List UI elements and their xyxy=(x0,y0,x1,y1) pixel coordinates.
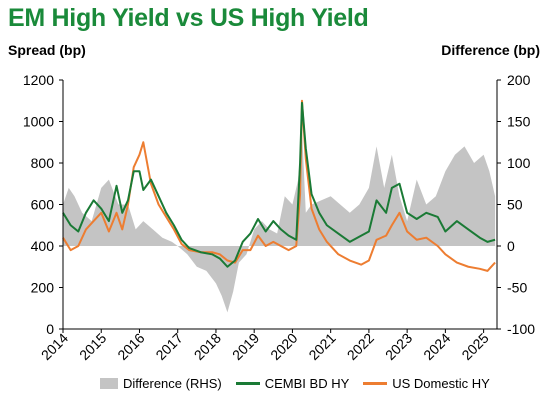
right-tick-label: 0 xyxy=(507,238,515,254)
right-tick-label: 150 xyxy=(507,114,531,130)
series-lines-group xyxy=(62,99,496,272)
legend-swatch-us xyxy=(363,382,388,385)
left-tick-label: 800 xyxy=(31,155,55,171)
left-axis-title: Spread (bp) xyxy=(8,42,86,58)
left-tick-label: 1000 xyxy=(23,114,54,130)
x-tick-label: 2020 xyxy=(267,330,300,363)
left-tick-label: 1200 xyxy=(23,72,54,88)
difference-area-group xyxy=(63,129,496,313)
legend-label-difference: Difference (RHS) xyxy=(123,376,222,391)
x-tick-label: 2015 xyxy=(76,330,109,363)
left-tick-label: 200 xyxy=(31,280,55,296)
right-tick-label: 100 xyxy=(507,155,531,171)
legend-label-cembi: CEMBI BD HY xyxy=(264,376,350,391)
legend-label-us: US Domestic HY xyxy=(392,376,490,391)
x-tick-label: 2019 xyxy=(229,330,262,363)
difference-area xyxy=(63,129,496,313)
right-tick-label: 200 xyxy=(507,72,531,88)
legend-item-difference: Difference (RHS) xyxy=(100,376,222,391)
x-tick-label: 2022 xyxy=(344,330,377,363)
legend-swatch-difference xyxy=(100,378,118,389)
x-tick-label: 2025 xyxy=(458,330,491,363)
left-tick-label: 0 xyxy=(46,321,54,337)
cembi-bd-hy-line xyxy=(62,101,496,268)
chart-title: EM High Yield vs US High Yield xyxy=(8,4,369,32)
x-tick-label: 2016 xyxy=(114,330,147,363)
right-axis-title: Difference (bp) xyxy=(441,42,540,58)
left-tick-label: 400 xyxy=(31,238,55,254)
right-tick-label: 50 xyxy=(507,197,523,213)
right-tick-label: -50 xyxy=(507,280,527,296)
left-tick-label: 600 xyxy=(31,197,55,213)
legend-swatch-cembi xyxy=(235,382,260,385)
x-tick-label: 2024 xyxy=(420,330,453,363)
legend-item-cembi: CEMBI BD HY xyxy=(235,376,350,391)
x-tick-label: 2017 xyxy=(152,330,185,363)
right-tick-label: -100 xyxy=(507,321,535,337)
x-tick-label: 2021 xyxy=(305,330,338,363)
x-tick-label: 2018 xyxy=(191,330,224,363)
x-tick-label: 2014 xyxy=(38,330,71,363)
legend-item-us: US Domestic HY xyxy=(363,376,490,391)
x-tick-label: 2023 xyxy=(382,330,415,363)
axes-group: 0 200 400 600 800 1000 1200 -100 -50 0 50 100 150 200… xyxy=(23,72,535,363)
legend: Difference (RHS) CEMBI BD HY US Domestic… xyxy=(100,376,490,391)
